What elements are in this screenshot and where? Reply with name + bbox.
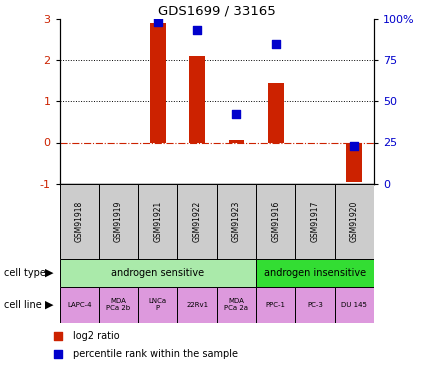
Text: PPC-1: PPC-1 [266,302,286,307]
Text: PC-3: PC-3 [307,302,323,307]
Bar [256,287,295,322]
Bar [335,287,374,322]
Point [272,40,279,46]
Bar [178,184,217,259]
Text: LAPC-4: LAPC-4 [67,302,91,307]
Text: GSM91922: GSM91922 [193,201,201,242]
Title: GDS1699 / 33165: GDS1699 / 33165 [158,4,276,18]
Bar [229,141,244,142]
Point [233,111,240,117]
Bar [295,184,335,259]
Point [55,351,62,357]
Bar [99,184,138,259]
Text: DU 145: DU 145 [341,302,367,307]
Text: GSM91918: GSM91918 [75,201,84,242]
Bar [256,184,295,259]
Text: MDA
PCa 2b: MDA PCa 2b [106,298,130,311]
Bar [217,287,256,322]
Text: percentile rank within the sample: percentile rank within the sample [73,350,238,359]
Text: androgen sensitive: androgen sensitive [111,268,204,278]
Point [154,19,161,25]
Bar [256,259,374,287]
Bar [138,184,178,259]
Text: ▶: ▶ [45,300,53,310]
Bar [99,287,138,322]
Bar [346,142,362,182]
Text: GSM91921: GSM91921 [153,201,162,242]
Text: GSM91919: GSM91919 [114,201,123,242]
Text: LNCa
P: LNCa P [149,298,167,311]
Point [351,143,358,149]
Bar [295,287,335,322]
Bar [178,287,217,322]
Bar [335,184,374,259]
Bar [150,23,166,142]
Text: androgen insensitive: androgen insensitive [264,268,366,278]
Text: GSM91923: GSM91923 [232,201,241,242]
Text: GSM91920: GSM91920 [350,201,359,242]
Bar [268,83,283,142]
Text: GSM91916: GSM91916 [271,201,280,242]
Point [194,27,201,33]
Text: ▶: ▶ [45,268,53,278]
Text: MDA
PCa 2a: MDA PCa 2a [224,298,248,311]
Bar [60,259,256,287]
Text: cell line: cell line [4,300,42,310]
Bar [189,56,205,142]
Text: 22Rv1: 22Rv1 [186,302,208,307]
Bar [60,184,99,259]
Bar [217,184,256,259]
Text: cell type: cell type [4,268,46,278]
Text: GSM91917: GSM91917 [311,201,320,242]
Point [55,333,62,339]
Bar [60,287,99,322]
Bar [138,287,178,322]
Text: log2 ratio: log2 ratio [73,331,119,340]
